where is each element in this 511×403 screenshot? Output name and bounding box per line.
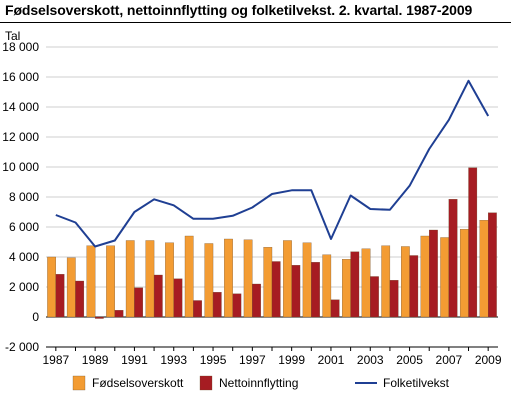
bar-nettoinnflytting bbox=[173, 278, 183, 318]
bar-nettoinnflytting bbox=[389, 280, 399, 318]
x-tick-label: 1995 bbox=[200, 353, 227, 367]
bar-fødselsoverskott bbox=[106, 245, 115, 318]
bar-fødselsoverskott bbox=[342, 259, 351, 318]
y-tick-label: 6 000 bbox=[9, 220, 39, 234]
bar-fødselsoverskott bbox=[165, 242, 174, 318]
legend-swatch bbox=[72, 375, 86, 391]
bar-nettoinnflytting bbox=[153, 274, 163, 318]
y-tick-label: 8 000 bbox=[9, 190, 39, 204]
bar-nettoinnflytting bbox=[488, 212, 497, 318]
title-rule bbox=[0, 22, 511, 23]
bar-nettoinnflytting bbox=[370, 276, 379, 318]
bar-nettoinnflytting bbox=[350, 251, 360, 318]
bar-fødselsoverskott bbox=[224, 238, 233, 318]
y-axis-label: Tal bbox=[5, 29, 20, 43]
line-folketilvekst bbox=[55, 79, 490, 248]
x-tick-label: 1991 bbox=[121, 353, 148, 367]
x-tick-label: 2007 bbox=[436, 353, 463, 367]
bar-fødselsoverskott bbox=[322, 254, 332, 318]
bar-nettoinnflytting bbox=[75, 280, 85, 318]
x-tick-label: 2009 bbox=[475, 353, 502, 367]
bar-nettoinnflytting bbox=[252, 283, 261, 318]
bar-nettoinnflytting bbox=[232, 293, 242, 318]
bar-fødselsoverskott bbox=[361, 248, 371, 318]
y-tick-label: 10 000 bbox=[2, 160, 39, 174]
legend-label: Fødselsoverskott bbox=[92, 376, 184, 390]
bar-fødselsoverskott bbox=[302, 242, 312, 318]
legend-label: Folketilvekst bbox=[383, 376, 450, 390]
x-tick-label: 1999 bbox=[278, 353, 305, 367]
x-tick-label: 1987 bbox=[42, 353, 69, 367]
bar-nettoinnflytting bbox=[429, 229, 438, 318]
bar-nettoinnflytting bbox=[55, 274, 65, 318]
bar-nettoinnflytting bbox=[468, 167, 478, 318]
y-tick-label: 12 000 bbox=[2, 130, 39, 144]
x-tick-label: 1989 bbox=[82, 353, 109, 367]
x-tick-label: 1993 bbox=[160, 353, 187, 367]
bar-fødselsoverskott bbox=[125, 240, 135, 318]
bar-fødselsoverskott bbox=[440, 237, 450, 318]
bar-nettoinnflytting bbox=[94, 316, 104, 319]
x-tick-label: 2005 bbox=[396, 353, 423, 367]
bar-fødselsoverskott bbox=[401, 246, 410, 318]
y-tick-label: -2 000 bbox=[5, 340, 39, 354]
bar-fødselsoverskott bbox=[204, 243, 214, 318]
y-tick-label: 16 000 bbox=[2, 70, 39, 84]
bar-nettoinnflytting bbox=[330, 299, 340, 318]
y-tick-label: 2 000 bbox=[9, 280, 39, 294]
x-tick-label: 1997 bbox=[239, 353, 266, 367]
bar-fødselsoverskott bbox=[420, 235, 430, 318]
x-tick-label: 2003 bbox=[357, 353, 384, 367]
bar-fødselsoverskott bbox=[243, 239, 253, 318]
y-tick-label: 0 bbox=[32, 310, 39, 324]
bar-nettoinnflytting bbox=[114, 310, 124, 318]
bar-nettoinnflytting bbox=[291, 265, 301, 318]
bar-nettoinnflytting bbox=[212, 292, 222, 318]
legend-label: Nettoinnflytting bbox=[219, 376, 298, 390]
bar-fødselsoverskott bbox=[184, 235, 194, 318]
bar-fødselsoverskott bbox=[47, 256, 56, 318]
bar-fødselsoverskott bbox=[263, 247, 273, 318]
bar-nettoinnflytting bbox=[409, 255, 419, 318]
chart-title: Fødselsoverskott, nettoinnflytting og fo… bbox=[5, 2, 473, 18]
bar-fødselsoverskott bbox=[145, 240, 155, 318]
bar-fødselsoverskott bbox=[86, 245, 96, 318]
bar-nettoinnflytting bbox=[193, 300, 202, 318]
bar-fødselsoverskott bbox=[459, 229, 469, 318]
bar-fødselsoverskott bbox=[381, 245, 391, 318]
bar-fødselsoverskott bbox=[66, 257, 76, 318]
bar-nettoinnflytting bbox=[134, 287, 143, 318]
x-tick-label: 2001 bbox=[318, 353, 345, 367]
bar-nettoinnflytting bbox=[311, 262, 320, 318]
bar-fødselsoverskott bbox=[479, 220, 489, 318]
bar-nettoinnflytting bbox=[448, 199, 458, 318]
legend-swatch bbox=[199, 375, 213, 391]
bar-nettoinnflytting bbox=[271, 261, 281, 318]
y-tick-label: 14 000 bbox=[2, 100, 39, 114]
y-tick-label: 4 000 bbox=[9, 250, 39, 264]
bar-fødselsoverskott bbox=[283, 240, 292, 318]
y-tick-label: 18 000 bbox=[2, 40, 39, 54]
